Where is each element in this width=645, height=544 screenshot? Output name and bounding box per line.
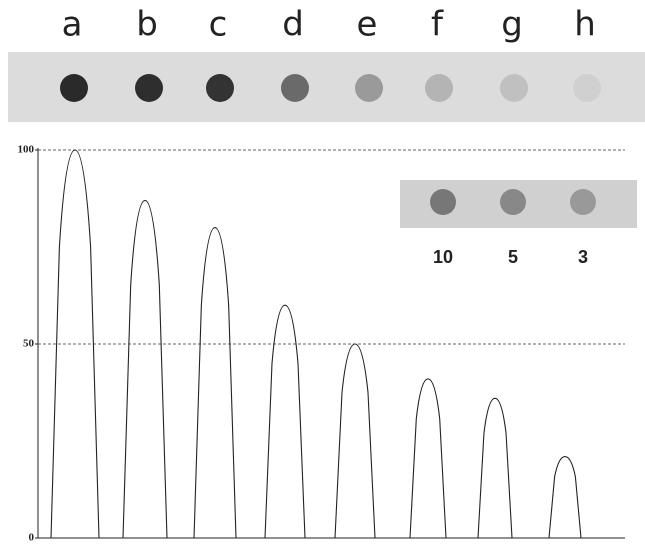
peak [549,457,581,538]
inset-label: 10 [433,247,453,267]
inset-dot [500,189,526,215]
blot-dot [425,74,453,102]
peak [478,398,512,538]
y-tick-label: 0 [29,532,35,544]
figure: 0 50 100 a b c d e f g h 10 5 3 [0,0,645,544]
blot-strip [8,52,645,122]
lane-label: a [62,5,83,45]
blot-dot [60,74,88,102]
blot-dot [206,74,234,102]
blot-dot [135,74,163,102]
lane-label: g [501,5,523,45]
inset-dot [570,189,596,215]
lane-label: e [357,5,378,45]
lane-label: c [209,5,228,45]
inset-label: 5 [508,247,518,267]
y-tick-label: 50 [23,338,35,350]
inset-dot [430,189,456,215]
lane-label: f [431,5,444,45]
lane-label: b [136,5,158,45]
peak [194,228,236,538]
inset-label: 3 [578,247,588,267]
blot-dot [355,74,383,102]
lane-label: h [574,5,596,45]
y-tick-label: 100 [18,144,35,156]
peak [265,305,305,538]
blot-dot [500,74,528,102]
peak [335,344,375,538]
peak [410,379,446,538]
lane-label: d [282,5,304,45]
peak [123,200,167,538]
blot-dot [281,74,309,102]
blot-dot [573,74,601,102]
